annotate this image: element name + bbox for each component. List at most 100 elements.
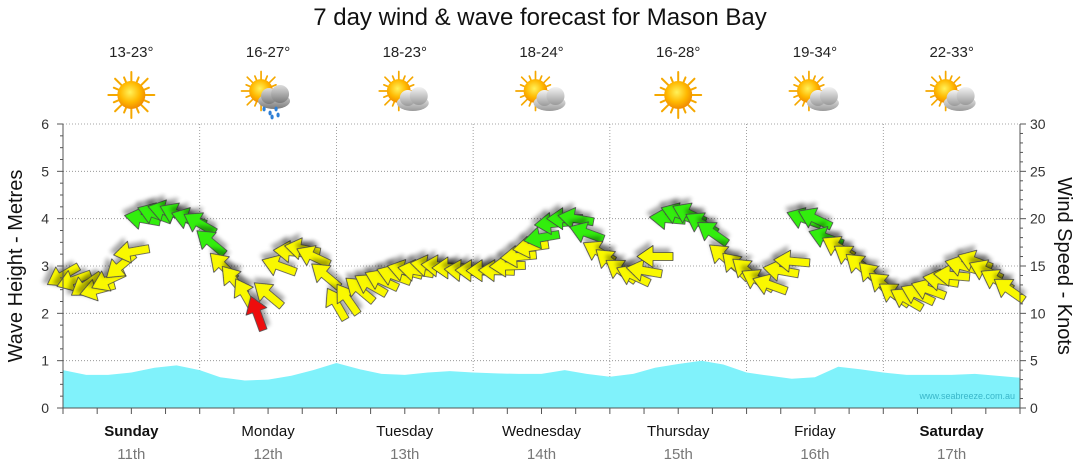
day-labels: Sunday 11th 13-23° Monday 12th 16-27° Tuesday 1… bbox=[104, 44, 984, 463]
wind-arrow-shape bbox=[183, 212, 218, 237]
sun-ray bbox=[793, 83, 799, 88]
sun-ray bbox=[114, 103, 123, 113]
sun-ray bbox=[660, 103, 670, 113]
sun-ray bbox=[246, 98, 254, 106]
rain-shower-icon bbox=[240, 70, 291, 120]
wind-arrow bbox=[933, 263, 971, 287]
day-name-label: Sunday bbox=[104, 423, 159, 440]
sun-ray bbox=[690, 99, 697, 104]
day-name-label: Thursday bbox=[647, 423, 710, 440]
wind-arrow-shape bbox=[245, 295, 268, 332]
wind-arrow-shape bbox=[336, 283, 362, 317]
wind-arrow-shape bbox=[900, 283, 936, 307]
sun-ray bbox=[812, 75, 816, 81]
sun-ray bbox=[143, 86, 150, 91]
wind-arrow bbox=[798, 207, 834, 231]
sun-ray bbox=[383, 94, 389, 99]
sun-ray bbox=[245, 83, 251, 88]
sun-ray bbox=[929, 83, 936, 88]
sun-ray bbox=[135, 76, 140, 84]
wind-arrow-shape bbox=[296, 245, 332, 269]
sun-ray bbox=[384, 76, 392, 84]
sun-ray bbox=[539, 75, 543, 81]
sun-ray bbox=[949, 75, 953, 81]
cloud-puff bbox=[956, 87, 975, 105]
wind-arrow bbox=[196, 230, 228, 258]
wind-arrow-shape bbox=[345, 277, 377, 305]
day-name-label: Monday bbox=[241, 423, 295, 440]
sun-ray bbox=[545, 83, 552, 88]
sun-ray bbox=[271, 83, 277, 88]
wind-arrows-layer bbox=[47, 199, 1027, 332]
wind-arrow-shape bbox=[354, 273, 389, 298]
sun-ray bbox=[112, 86, 120, 91]
day-date-label: 13th bbox=[390, 446, 419, 463]
wind-arrow bbox=[336, 283, 362, 317]
sun-ray bbox=[140, 103, 149, 113]
temperature-range-label: 22-33° bbox=[929, 44, 973, 61]
rain-drop bbox=[262, 106, 266, 112]
day-name-label: Wednesday bbox=[502, 423, 581, 440]
sun-ray bbox=[953, 76, 961, 84]
sun-ray bbox=[254, 75, 258, 81]
wind-arrow-shape bbox=[196, 230, 228, 258]
sun-ray bbox=[519, 83, 526, 88]
left-axis-title: Wave Height - Metres bbox=[5, 170, 27, 363]
wind-arrow-shape bbox=[911, 278, 948, 301]
chart-axes: 0 1 2 3 4 5 6 0 5 10 15 20 25 30 Wave Height - Metres W… bbox=[5, 116, 1075, 416]
cloud-shape bbox=[258, 85, 291, 109]
partly-cloudy-icon bbox=[515, 70, 566, 112]
cloud-shape bbox=[533, 87, 566, 111]
wind-arrow bbox=[697, 222, 730, 247]
sun-ray bbox=[391, 75, 396, 81]
wind-arrow bbox=[752, 273, 789, 296]
cloud-shape bbox=[943, 87, 976, 111]
day-date-label: 15th bbox=[664, 446, 693, 463]
wind-arrow bbox=[296, 245, 332, 269]
sun-ray bbox=[930, 98, 939, 106]
sun-ray bbox=[929, 94, 936, 99]
watermark-text: www.seabreeze.com.au bbox=[918, 391, 1015, 401]
wind-arrow bbox=[890, 288, 925, 312]
rain-drop bbox=[268, 110, 272, 116]
sun-ray bbox=[140, 77, 149, 87]
wind-arrow bbox=[900, 283, 936, 307]
sun-ray bbox=[801, 75, 806, 81]
right-tick-label: 5 bbox=[1030, 353, 1038, 369]
day-date-label: 11th bbox=[117, 446, 145, 463]
sun-ray bbox=[793, 94, 799, 99]
sun-ray bbox=[819, 83, 825, 88]
temperature-range-label: 18-24° bbox=[519, 44, 563, 61]
wind-arrow-shape bbox=[798, 207, 834, 231]
left-tick-label: 3 bbox=[41, 258, 49, 274]
sun-ray bbox=[245, 94, 251, 99]
sun-ray bbox=[659, 99, 667, 104]
sun-ray bbox=[528, 101, 532, 107]
wind-arrow-shape bbox=[616, 264, 652, 288]
cloud-puff bbox=[819, 87, 838, 105]
day-date-label: 16th bbox=[800, 446, 829, 463]
left-tick-label: 4 bbox=[41, 211, 49, 227]
sun-ray bbox=[519, 94, 526, 99]
sunny-icon bbox=[654, 71, 703, 119]
wind-arrow-shape bbox=[752, 273, 789, 296]
wind-arrow bbox=[911, 278, 948, 301]
wind-arrow bbox=[253, 282, 285, 310]
sun-ray bbox=[682, 106, 687, 114]
wind-arrow bbox=[311, 263, 343, 291]
day-name-label: Saturday bbox=[920, 423, 985, 440]
partly-cloudy-icon bbox=[378, 70, 429, 112]
cloud-shape bbox=[396, 87, 429, 111]
day-name-label: Tuesday bbox=[376, 423, 433, 440]
wind-arrow-shape bbox=[113, 240, 151, 264]
wind-arrow-shape bbox=[697, 222, 730, 247]
right-tick-label: 25 bbox=[1030, 163, 1046, 179]
sun-ray bbox=[669, 106, 674, 114]
sun-ray bbox=[660, 77, 670, 87]
right-tick-label: 0 bbox=[1030, 400, 1038, 416]
sun-ray bbox=[246, 76, 254, 84]
sun-ray bbox=[543, 76, 551, 84]
weather-icons bbox=[107, 70, 976, 120]
sun-ray bbox=[123, 106, 127, 114]
